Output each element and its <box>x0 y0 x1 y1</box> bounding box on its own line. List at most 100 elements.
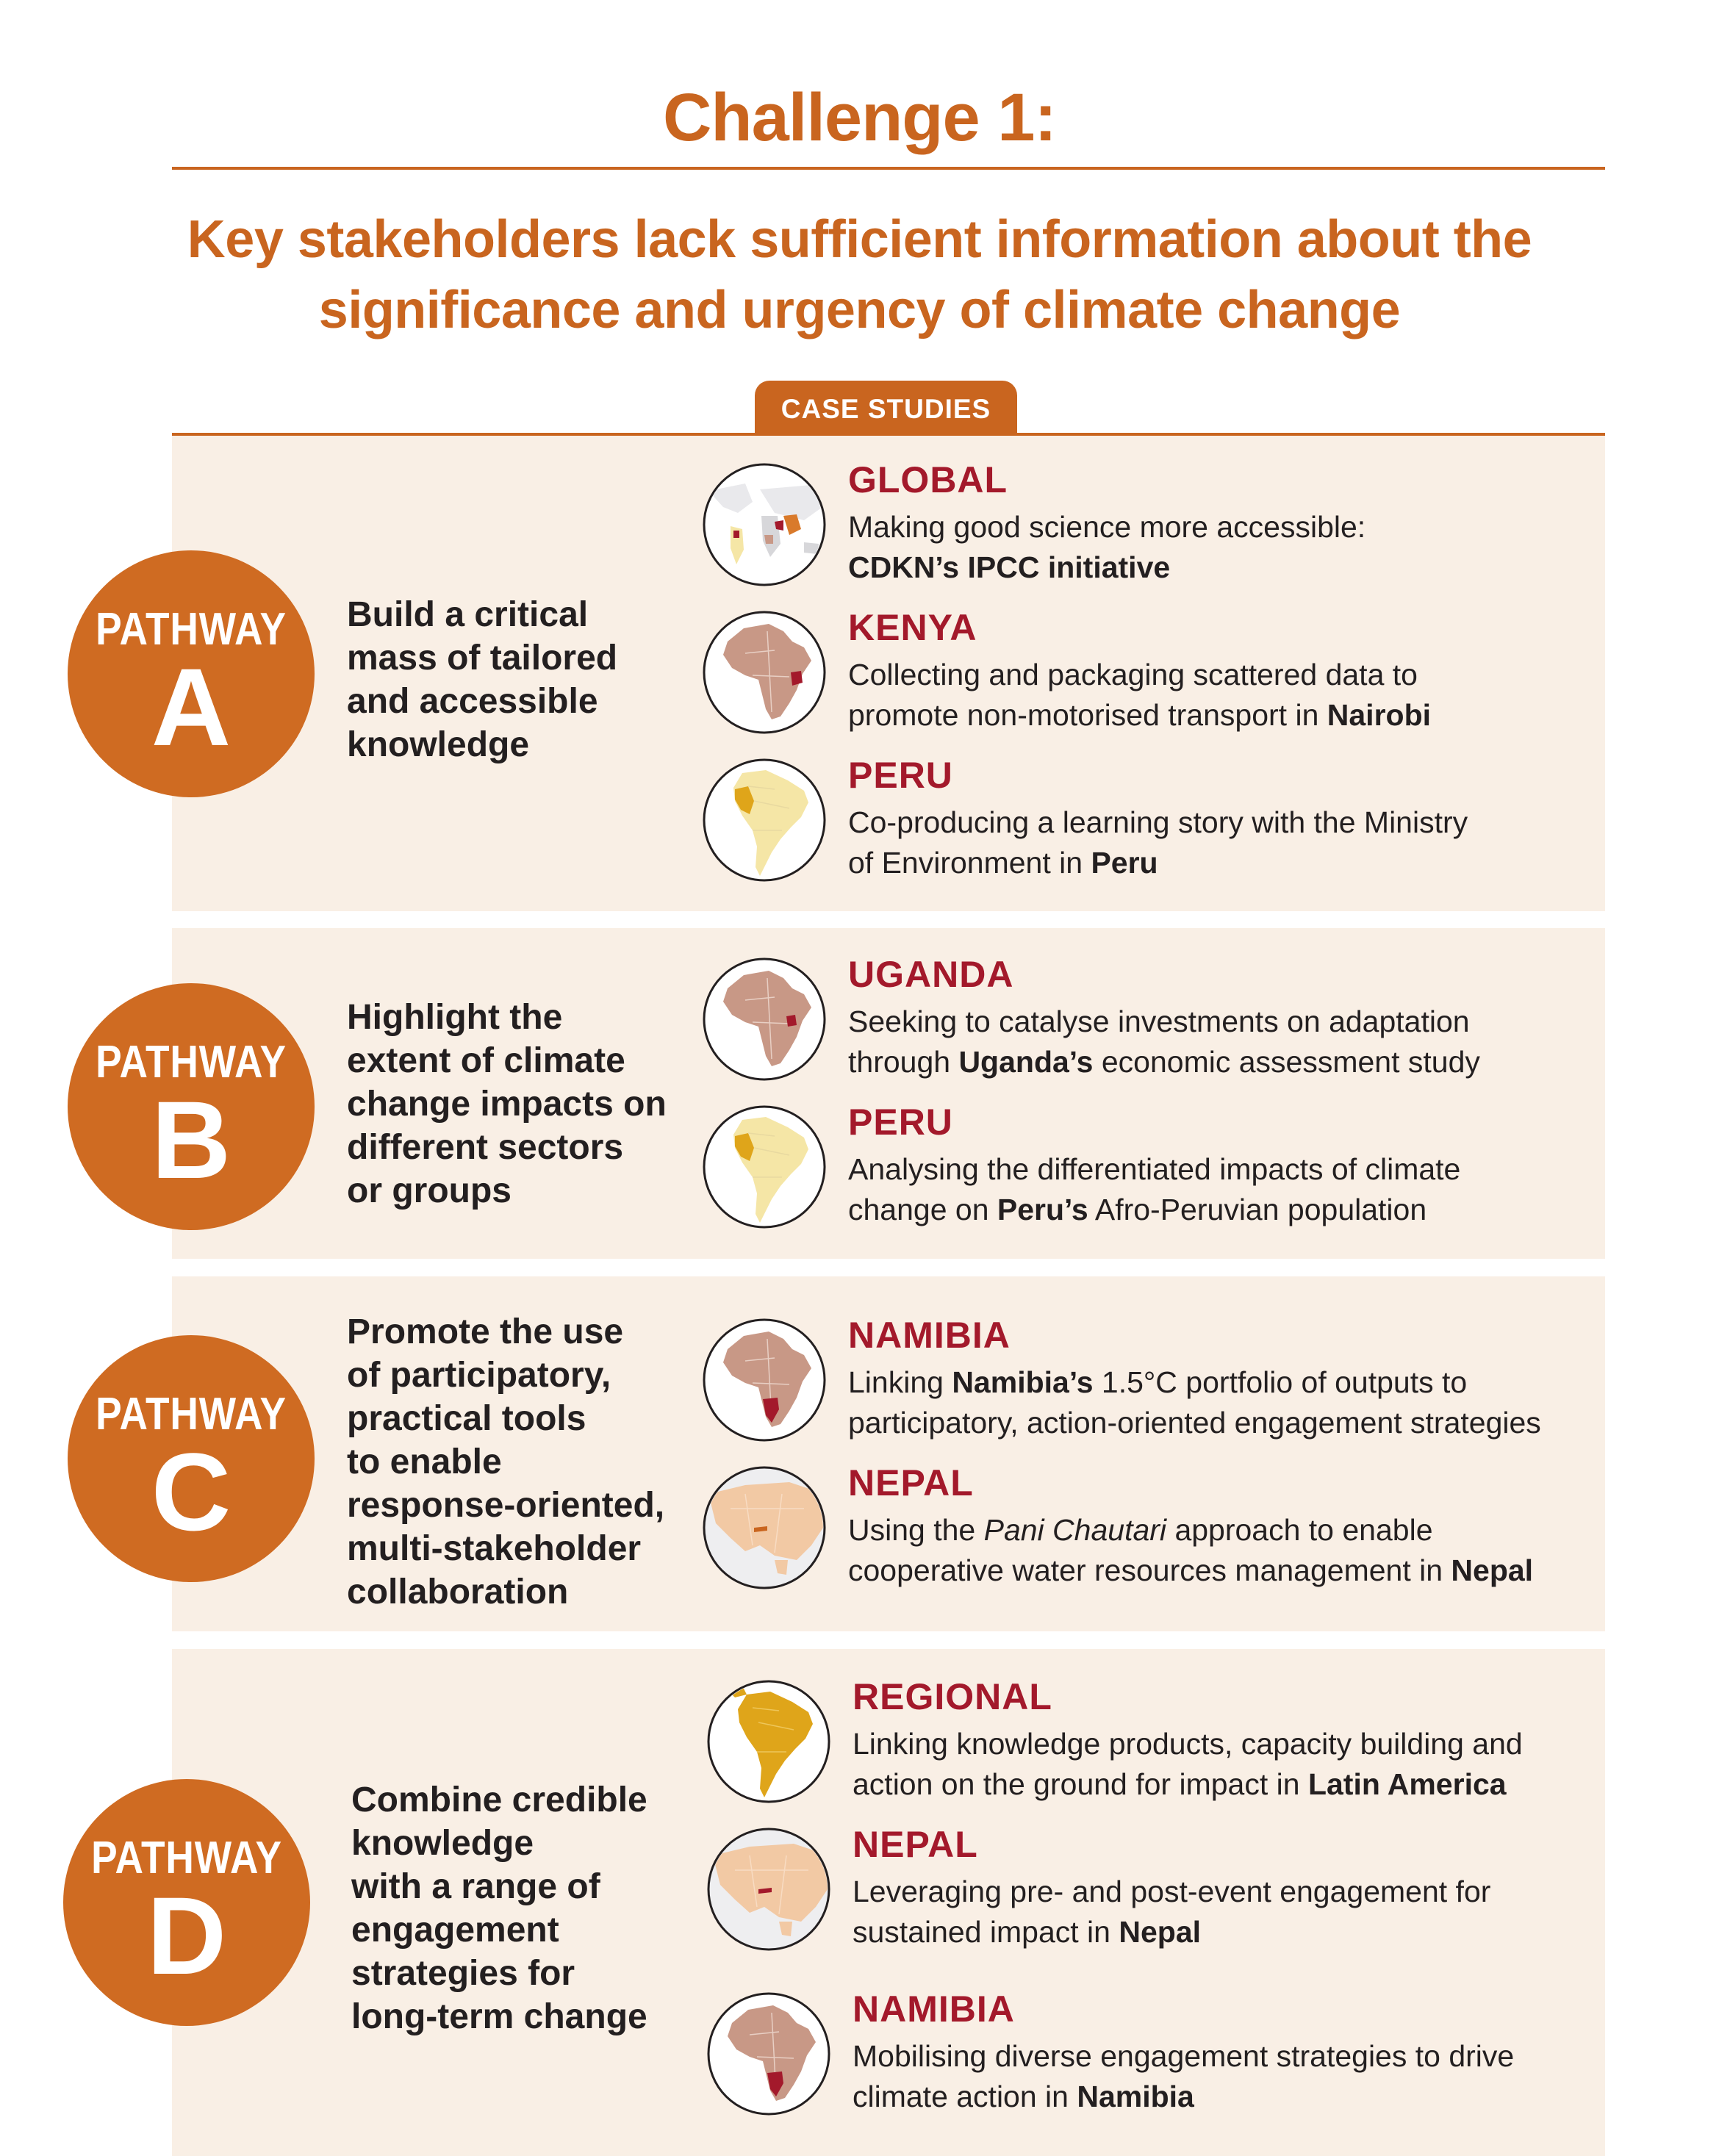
case-description-line: action on the ground for impact in Latin… <box>853 1764 1523 1805</box>
south-america-peru-map-icon <box>703 1105 826 1229</box>
case-description: Linking knowledge products, capacity bui… <box>853 1724 1523 1805</box>
case-description-line: Seeking to catalyse investments on adapt… <box>848 1002 1480 1042</box>
case-description: Leveraging pre- and post-event engagemen… <box>853 1872 1490 1952</box>
pathway-label: PATHWAY <box>91 1833 282 1883</box>
case-country: PERU <box>848 755 953 796</box>
case-country: KENYA <box>848 607 977 648</box>
africa-uganda-map-icon <box>703 957 826 1081</box>
case-description-line: promote non-motorised transport in Nairo… <box>848 695 1431 736</box>
case-country: UGANDA <box>848 954 1014 995</box>
pathway-letter: C <box>151 1430 232 1553</box>
case-text-italic: Pani Chautari <box>983 1513 1167 1547</box>
pathway-label: PATHWAY <box>96 1037 287 1088</box>
case-description-line: Collecting and packaging scattered data … <box>848 655 1431 695</box>
case-country: NAMIBIA <box>853 1988 1015 2030</box>
case-description-line: through Uganda’s economic assessment stu… <box>848 1042 1480 1082</box>
pathway-text-line: collaboration <box>347 1573 569 1611</box>
pathway-text-line: knowledge <box>351 1824 534 1863</box>
case-description: Linking Namibia’s 1.5°C portfolio of out… <box>848 1362 1541 1443</box>
case-text-bold: Peru’s <box>997 1193 1088 1226</box>
case-text: Using the <box>848 1513 984 1547</box>
case-description: Mobilising diverse engagement strategies… <box>853 2036 1514 2117</box>
subtitle-line-2: significance and urgency of climate chan… <box>318 281 1401 339</box>
case-country: PERU <box>848 1102 953 1143</box>
africa-kenya-map-icon <box>703 611 826 734</box>
pathway-c-badge: PATHWAY C <box>68 1335 315 1582</box>
pathway-a-panel: PATHWAY A Build a critical mass of tailo… <box>68 436 1605 911</box>
page-subtitle: Key stakeholders lack sufficient informa… <box>132 204 1587 345</box>
case-description-line: Co-producing a learning story with the M… <box>848 802 1468 843</box>
case-text: Collecting and packaging scattered data … <box>848 658 1418 691</box>
case-country: GLOBAL <box>848 459 1008 500</box>
africa-namibia-map-icon <box>707 1992 830 2116</box>
case-country: NAMIBIA <box>848 1315 1011 1356</box>
case-description: Making good science more accessible: CDK… <box>848 507 1365 588</box>
pathway-text-line: or groups <box>347 1171 512 1210</box>
case-country: NEPAL <box>848 1462 974 1503</box>
case-text: change on <box>848 1193 997 1226</box>
pathway-c-panel: PATHWAY C Promote the use of participato… <box>68 1276 1605 1631</box>
case-text: climate action in <box>853 2080 1077 2113</box>
pathway-text-line: knowledge <box>347 725 530 764</box>
case-text: approach to enable <box>1166 1513 1433 1547</box>
pathway-letter: B <box>151 1078 232 1201</box>
case-text: 1.5°C portfolio of outputs to <box>1093 1365 1468 1399</box>
case-country: NEPAL <box>853 1824 978 1865</box>
pathway-d-description: Combine credible knowledge with a range … <box>351 1778 647 2038</box>
world-map-icon <box>703 463 826 586</box>
pathway-text-line: extent of climate <box>347 1041 625 1080</box>
case-text: cooperative water resources management i… <box>848 1553 1451 1587</box>
case-text: Seeking to catalyse investments on adapt… <box>848 1005 1470 1038</box>
case-description-line: sustained impact in Nepal <box>853 1912 1490 1952</box>
pathway-a-badge: PATHWAY A <box>68 550 315 797</box>
case-description-line: climate action in Namibia <box>853 2077 1514 2117</box>
case-description-line: Analysing the differentiated impacts of … <box>848 1149 1460 1190</box>
asia-nepal-map-icon <box>707 1828 830 1951</box>
case-description-line: Making good science more accessible: <box>848 507 1365 547</box>
case-text: Leveraging pre- and post-event engagemen… <box>853 1875 1491 1908</box>
case-text: Co-producing a learning story with the M… <box>848 805 1468 839</box>
case-country: REGIONAL <box>853 1676 1052 1717</box>
pathway-b-description: Highlight the extent of climate change i… <box>347 996 667 1212</box>
case-text-bold: Latin America <box>1307 1767 1507 1801</box>
south-america-peru-map-icon <box>703 758 826 882</box>
case-description-line: CDKN’s IPCC initiative <box>848 547 1365 588</box>
case-description-line: of Environment in Peru <box>848 843 1468 883</box>
case-text-bold: Namibia’s <box>952 1365 1094 1399</box>
case-text: Linking <box>848 1365 952 1399</box>
subtitle-line-1: Key stakeholders lack sufficient informa… <box>187 210 1532 269</box>
pathway-text-line: strategies for <box>351 1954 575 1993</box>
case-text: of Environment in <box>848 846 1091 880</box>
case-text: Making good science more accessible: <box>848 510 1366 544</box>
case-text: promote non-motorised transport in <box>848 698 1327 732</box>
case-description-line: cooperative water resources management i… <box>848 1550 1533 1591</box>
case-text: participatory, action-oriented engagemen… <box>848 1406 1541 1440</box>
pathway-text-line: Promote the use <box>347 1312 624 1351</box>
pathway-b-panel: PATHWAY B Highlight the extent of climat… <box>68 928 1605 1259</box>
pathway-text-line: change impacts on <box>347 1085 667 1124</box>
case-description: Using the Pani Chautari approach to enab… <box>848 1510 1533 1591</box>
pathway-text-line: Build a critical <box>347 595 589 634</box>
pathway-d-badge: PATHWAY D <box>63 1779 310 2026</box>
pathway-text-line: Combine credible <box>351 1781 647 1819</box>
pathway-text-line: practical tools <box>347 1399 586 1438</box>
title-divider <box>172 167 1605 170</box>
pathway-a-description: Build a critical mass of tailored and ac… <box>347 593 617 766</box>
case-text: Afro-Peruvian population <box>1088 1193 1427 1226</box>
case-description: Co-producing a learning story with the M… <box>848 802 1468 883</box>
case-text: through <box>848 1045 959 1079</box>
case-text: Analysing the differentiated impacts of … <box>848 1152 1461 1186</box>
case-text: Linking knowledge products, capacity bui… <box>853 1727 1523 1761</box>
case-description-line: Linking Namibia’s 1.5°C portfolio of out… <box>848 1362 1541 1403</box>
page-title: Challenge 1: <box>662 80 1057 155</box>
pathway-label: PATHWAY <box>96 604 287 655</box>
case-text-bold: Namibia <box>1077 2080 1194 2113</box>
case-text-bold: CDKN’s IPCC initiative <box>848 550 1171 584</box>
pathway-text-line: mass of tailored <box>347 639 618 678</box>
latin-america-map-icon <box>707 1680 830 1803</box>
case-studies-tab: CASE STUDIES <box>755 381 1017 434</box>
case-description-line: Mobilising diverse engagement strategies… <box>853 2036 1514 2077</box>
pathway-text-line: engagement <box>351 1911 559 1950</box>
pathway-text-line: Highlight the <box>347 998 563 1037</box>
pathway-text-line: multi-stakeholder <box>347 1529 642 1568</box>
